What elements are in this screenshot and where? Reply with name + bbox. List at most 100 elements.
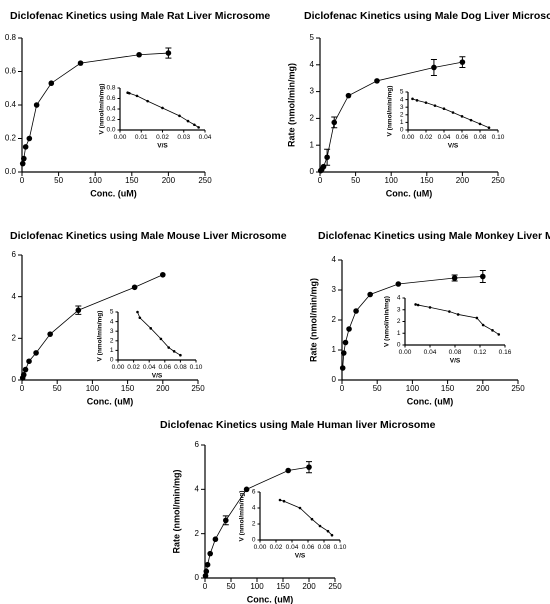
y-tick-label: 2 bbox=[310, 114, 315, 123]
data-point bbox=[172, 350, 176, 353]
x-axis-label: V/S bbox=[448, 143, 459, 150]
data-point bbox=[442, 107, 446, 111]
data-point bbox=[416, 303, 420, 307]
y-tick-label: 6 bbox=[252, 489, 256, 496]
y-tick-label: 0.2 bbox=[5, 134, 17, 143]
data-point bbox=[212, 536, 219, 543]
x-tick-label: 0.02 bbox=[270, 544, 283, 551]
x-tick-label: 50 bbox=[53, 384, 62, 393]
data-point bbox=[20, 371, 27, 378]
data-point bbox=[481, 323, 485, 327]
data-point bbox=[414, 303, 417, 306]
data-point bbox=[167, 346, 170, 349]
x-axis-label: V/S bbox=[295, 553, 306, 560]
data-point bbox=[497, 333, 501, 336]
data-point bbox=[128, 91, 131, 95]
x-axis-label: Conc. (uM) bbox=[247, 594, 294, 604]
data-point bbox=[431, 64, 437, 71]
x-tick-label: 0 bbox=[318, 176, 323, 185]
data-point bbox=[135, 94, 139, 98]
x-tick-label: 200 bbox=[156, 384, 170, 393]
data-point bbox=[178, 114, 181, 118]
y-tick-label: 0 bbox=[12, 375, 17, 384]
y-tick-label: 4 bbox=[195, 484, 200, 493]
x-tick-label: 0.16 bbox=[499, 349, 512, 356]
data-point bbox=[204, 561, 211, 568]
y-tick-label: 1 bbox=[332, 345, 337, 354]
x-axis-label: Conc. (uM) bbox=[90, 188, 137, 198]
y-tick-label: 2 bbox=[332, 315, 337, 324]
x-tick-label: 0.02 bbox=[156, 134, 169, 141]
data-point bbox=[459, 59, 466, 65]
data-point bbox=[146, 99, 149, 103]
data-point bbox=[460, 115, 464, 118]
data-point bbox=[207, 550, 213, 557]
data-point bbox=[487, 126, 491, 130]
data-point bbox=[491, 329, 494, 332]
y-axis-label: V (nmol/min/mg) bbox=[99, 84, 106, 135]
data-point bbox=[138, 316, 142, 320]
data-point bbox=[342, 339, 349, 346]
y-tick-label: 5 bbox=[400, 89, 404, 96]
y-tick-label: 2 bbox=[110, 338, 114, 345]
x-axis-label: V/S bbox=[152, 373, 163, 380]
y-axis-label: Rate (nmol/min/mg) bbox=[171, 469, 181, 553]
x-tick-label: 0.10 bbox=[190, 364, 203, 371]
x-tick-label: 150 bbox=[125, 176, 139, 185]
data-point bbox=[160, 271, 166, 278]
x-tick-label: 0 bbox=[20, 176, 25, 185]
chart-title: Diclofenac Kinetics using Male Human liv… bbox=[160, 419, 436, 431]
data-point bbox=[26, 358, 32, 365]
x-tick-label: 150 bbox=[276, 582, 290, 591]
regression-line bbox=[137, 311, 181, 356]
data-point bbox=[203, 568, 210, 575]
y-tick-label: 4 bbox=[400, 96, 404, 103]
data-point bbox=[278, 498, 282, 502]
x-tick-label: 250 bbox=[198, 176, 212, 185]
x-tick-label: 200 bbox=[162, 176, 176, 185]
y-tick-label: 0 bbox=[252, 537, 256, 544]
data-point bbox=[282, 499, 286, 503]
data-point bbox=[428, 306, 432, 309]
x-tick-label: 100 bbox=[86, 384, 100, 393]
x-tick-label: 0.02 bbox=[420, 134, 433, 141]
data-point bbox=[339, 365, 346, 371]
x-tick-label: 150 bbox=[441, 384, 455, 393]
y-tick-label: 0 bbox=[195, 573, 200, 582]
x-tick-label: 0.00 bbox=[254, 544, 267, 551]
data-point bbox=[47, 331, 53, 337]
data-point bbox=[340, 350, 347, 356]
y-tick-label: 2 bbox=[12, 333, 17, 342]
y-tick-label: 4 bbox=[397, 295, 401, 302]
data-point bbox=[149, 327, 153, 330]
data-point bbox=[424, 101, 428, 104]
x-tick-label: 0 bbox=[203, 582, 208, 591]
x-tick-label: 200 bbox=[456, 176, 470, 185]
x-tick-label: 200 bbox=[302, 582, 316, 591]
y-tick-label: 6 bbox=[12, 250, 17, 259]
y-tick-label: 1 bbox=[397, 330, 401, 337]
x-tick-label: 250 bbox=[191, 384, 205, 393]
x-tick-label: 250 bbox=[328, 582, 342, 591]
fit-curve bbox=[342, 276, 483, 369]
y-tick-label: 4 bbox=[332, 255, 337, 264]
y-tick-label: 0 bbox=[400, 127, 404, 134]
y-tick-label: 0.8 bbox=[106, 85, 115, 92]
data-point bbox=[433, 104, 437, 107]
chart-title: Diclofenac Kinetics using Male Monkey Li… bbox=[318, 230, 550, 242]
y-axis-label: V (nmol/min/mg) bbox=[387, 86, 394, 137]
x-tick-label: 150 bbox=[420, 176, 434, 185]
y-tick-label: 0.4 bbox=[5, 100, 17, 109]
data-point bbox=[21, 155, 27, 162]
x-tick-label: 0.08 bbox=[318, 544, 331, 551]
data-point bbox=[159, 337, 163, 341]
y-axis-label: V (nmol/min/mg) bbox=[384, 296, 391, 347]
fit-curve bbox=[22, 52, 169, 164]
data-point bbox=[298, 506, 302, 510]
chart-title: Diclofenac Kinetics using Male Rat Liver… bbox=[10, 10, 270, 22]
regression-line bbox=[412, 98, 490, 129]
y-tick-label: 0.6 bbox=[5, 67, 17, 76]
y-tick-label: 0 bbox=[332, 375, 337, 384]
data-point bbox=[415, 99, 419, 102]
